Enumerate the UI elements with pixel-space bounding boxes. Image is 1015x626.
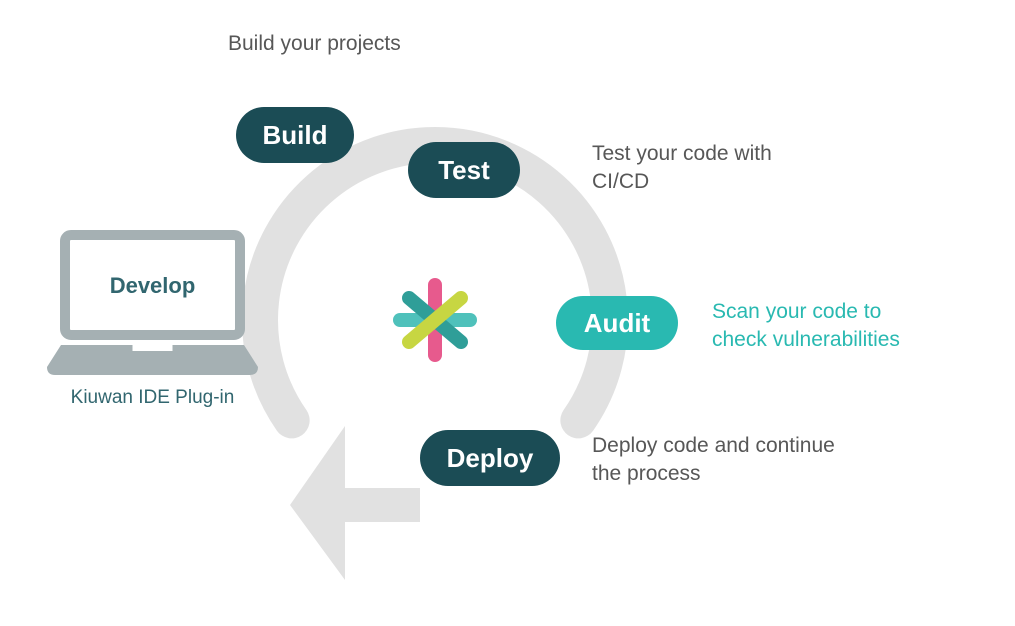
build-node: Build bbox=[236, 107, 354, 163]
audit-node-label: Audit bbox=[584, 308, 650, 339]
build-node-label: Build bbox=[263, 120, 328, 151]
deploy-node-label: Deploy bbox=[447, 443, 534, 474]
ide-plugin-label: Kiuwan IDE Plug-in bbox=[47, 385, 258, 411]
test-caption: Test your code withCI/CD bbox=[592, 140, 892, 197]
audit-caption: Scan your code tocheck vulnerabilities bbox=[712, 298, 1012, 355]
develop-label: Develop bbox=[65, 271, 240, 301]
deploy-node: Deploy bbox=[420, 430, 560, 486]
diagram-canvas: Develop Kiuwan IDE Plug-in Build Test Au… bbox=[0, 0, 1015, 626]
audit-node: Audit bbox=[556, 296, 678, 350]
build-caption: Build your projects bbox=[228, 30, 488, 58]
test-node: Test bbox=[408, 142, 520, 198]
deploy-caption: Deploy code and continuethe process bbox=[592, 432, 932, 489]
test-node-label: Test bbox=[438, 155, 490, 186]
